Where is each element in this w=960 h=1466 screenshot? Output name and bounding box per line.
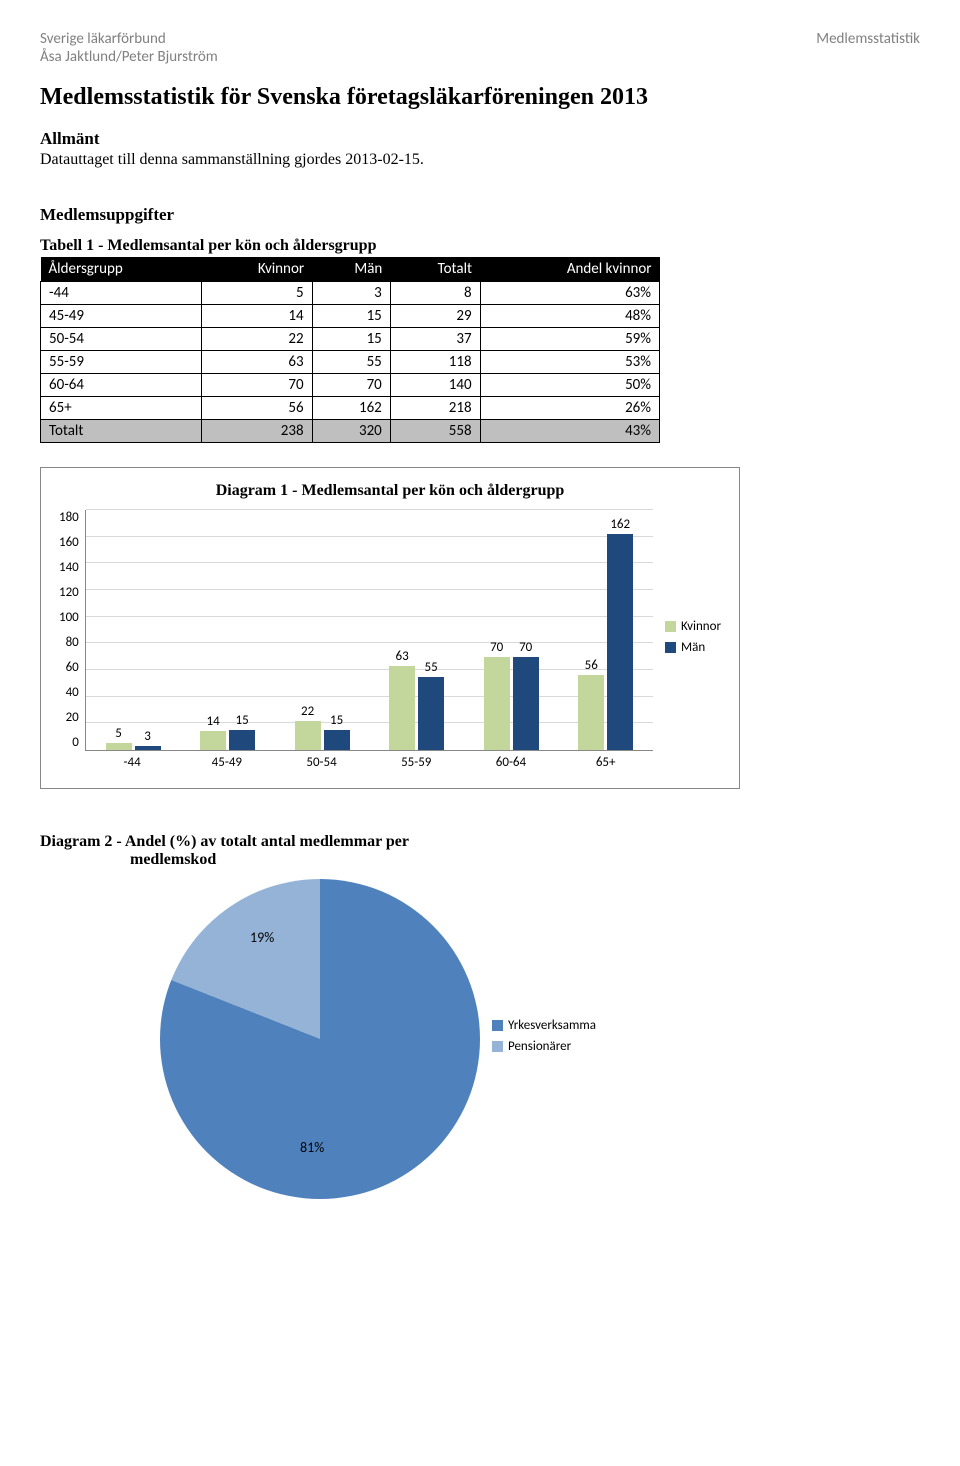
bar-group: 2215: [275, 721, 370, 750]
chart2-pie: 19% 81%: [160, 879, 480, 1199]
chart2-title-line1: Diagram 2 - Andel (%) av totalt antal me…: [40, 833, 920, 851]
header-left2: Åsa Jaktlund/Peter Bjurström: [40, 48, 920, 66]
table-row: -4453863%: [41, 282, 660, 305]
table1-col-header: Totalt: [390, 257, 480, 282]
legend-item: Kvinnor: [665, 619, 721, 634]
bar: 55: [418, 677, 444, 750]
bar: 63: [389, 666, 415, 750]
table-row: 55-59635511853%: [41, 351, 660, 374]
bar: 15: [229, 730, 255, 750]
table-row: 45-4914152948%: [41, 305, 660, 328]
table1: ÅldersgruppKvinnorMänTotaltAndel kvinnor…: [40, 257, 660, 443]
bar-group: 6355: [369, 666, 464, 750]
chart1-x-labels: -4445-4950-5455-5960-6465+: [85, 751, 653, 770]
bar: 70: [484, 657, 510, 750]
legend-item: Män: [665, 640, 721, 655]
bar-group: 53: [86, 743, 181, 750]
general-text: Datauttaget till denna sammanställning g…: [40, 151, 920, 169]
chart1-y-axis: 180160140120100806040200: [59, 510, 85, 750]
table-row: 50-5422153759%: [41, 328, 660, 351]
bar-group: 56162: [558, 534, 653, 750]
bar: 22: [295, 721, 321, 750]
header-left1: Sverige läkarförbund: [40, 30, 166, 48]
chart1-legend: Kvinnor Män: [665, 619, 721, 661]
table1-caption: Tabell 1 - Medlemsantal per kön och ålde…: [40, 237, 920, 255]
bar-group: 1415: [180, 730, 275, 750]
table1-col-header: Män: [312, 257, 390, 282]
legend-item: Pensionärer: [492, 1039, 596, 1054]
page-title: Medlemsstatistik för Svenska företagsläk…: [40, 84, 920, 111]
chart1-box: Diagram 1 - Medlemsantal per kön och åld…: [40, 467, 740, 789]
bar: 162: [607, 534, 633, 750]
bar: 14: [200, 731, 226, 750]
pie-label-pensionarer: 19%: [250, 929, 274, 946]
bar: 15: [324, 730, 350, 750]
bar: 70: [513, 657, 539, 750]
members-heading: Medlemsuppgifter: [40, 205, 920, 225]
bar: 3: [135, 746, 161, 750]
chart2-title-line2: medlemskod: [130, 851, 920, 869]
table1-col-header: Åldersgrupp: [41, 257, 202, 282]
table1-col-header: Kvinnor: [201, 257, 312, 282]
chart2-legend: Yrkesverksamma Pensionärer: [492, 1018, 596, 1060]
table-total-row: Totalt23832055843%: [41, 420, 660, 443]
table-row: 65+5616221826%: [41, 397, 660, 420]
legend-item: Yrkesverksamma: [492, 1018, 596, 1033]
general-heading: Allmänt: [40, 129, 920, 149]
table1-col-header: Andel kvinnor: [480, 257, 659, 282]
table-row: 60-64707014050%: [41, 374, 660, 397]
header-right: Medlemsstatistik: [816, 30, 920, 48]
bar: 56: [578, 675, 604, 750]
chart1-title: Diagram 1 - Medlemsantal per kön och åld…: [59, 482, 721, 500]
pie-label-yrkesverksamma: 81%: [300, 1139, 324, 1156]
chart1-plot: 53141522156355707056162: [85, 510, 653, 751]
bar-group: 7070: [464, 657, 559, 750]
bar: 5: [106, 743, 132, 750]
